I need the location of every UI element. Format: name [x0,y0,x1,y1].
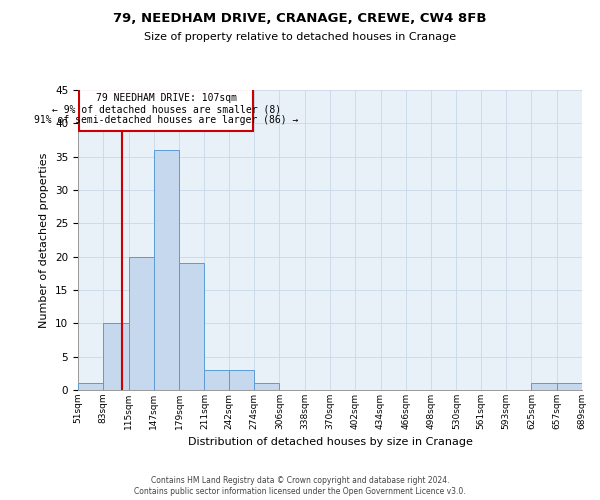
Text: 79, NEEDHAM DRIVE, CRANAGE, CREWE, CW4 8FB: 79, NEEDHAM DRIVE, CRANAGE, CREWE, CW4 8… [113,12,487,26]
Text: Size of property relative to detached houses in Cranage: Size of property relative to detached ho… [144,32,456,42]
X-axis label: Distribution of detached houses by size in Cranage: Distribution of detached houses by size … [188,438,472,448]
Bar [254,384,280,390]
Bar [128,256,154,390]
Bar [557,384,582,390]
Bar [78,384,103,390]
Bar [179,264,205,390]
Text: 79 NEEDHAM DRIVE: 107sqm: 79 NEEDHAM DRIVE: 107sqm [95,94,236,104]
Text: Contains public sector information licensed under the Open Government Licence v3: Contains public sector information licen… [134,488,466,496]
Bar [79,88,253,132]
Bar [229,370,254,390]
Text: Contains HM Land Registry data © Crown copyright and database right 2024.: Contains HM Land Registry data © Crown c… [151,476,449,485]
Y-axis label: Number of detached properties: Number of detached properties [40,152,49,328]
Bar [154,150,179,390]
Bar [532,384,557,390]
Bar [103,324,128,390]
Bar [205,370,229,390]
Text: 91% of semi-detached houses are larger (86) →: 91% of semi-detached houses are larger (… [34,114,298,124]
Text: ← 9% of detached houses are smaller (8): ← 9% of detached houses are smaller (8) [52,104,281,114]
